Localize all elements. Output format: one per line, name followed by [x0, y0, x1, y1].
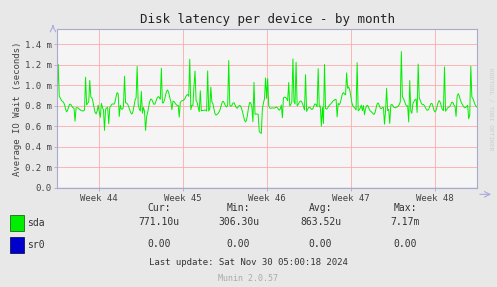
sda [474, 105, 480, 109]
Text: 771.10u: 771.10u [139, 217, 179, 227]
sda [258, 132, 264, 135]
sda [399, 50, 405, 53]
sr0 [191, 186, 197, 190]
sr0 [221, 186, 227, 190]
Text: Max:: Max: [393, 203, 417, 213]
Text: Munin 2.0.57: Munin 2.0.57 [219, 274, 278, 283]
Text: 0.00: 0.00 [227, 239, 250, 249]
Text: Cur:: Cur: [147, 203, 171, 213]
Text: 0.00: 0.00 [147, 239, 171, 249]
sda [320, 105, 326, 109]
Text: Last update: Sat Nov 30 05:00:18 2024: Last update: Sat Nov 30 05:00:18 2024 [149, 259, 348, 267]
sr0 [319, 186, 325, 190]
Text: 7.17m: 7.17m [390, 217, 420, 227]
sr0 [357, 186, 363, 190]
sr0 [359, 186, 365, 190]
Y-axis label: Average IO Wait (seconds): Average IO Wait (seconds) [13, 41, 22, 176]
sda [105, 106, 111, 109]
Text: Avg:: Avg: [309, 203, 332, 213]
Title: Disk latency per device - by month: Disk latency per device - by month [140, 13, 395, 26]
Text: Min:: Min: [227, 203, 250, 213]
sda [358, 103, 364, 107]
sr0 [105, 186, 111, 190]
Text: sda: sda [27, 218, 45, 228]
Text: 306.30u: 306.30u [218, 217, 259, 227]
sr0 [54, 186, 60, 190]
sr0 [474, 186, 480, 190]
sda [360, 104, 366, 107]
sda [221, 100, 227, 103]
Text: RRDTOOL / TOBI OETIKER: RRDTOOL / TOBI OETIKER [489, 68, 494, 150]
Text: sr0: sr0 [27, 241, 45, 250]
Text: 863.52u: 863.52u [300, 217, 341, 227]
sda [54, 96, 60, 99]
Text: 0.00: 0.00 [309, 239, 332, 249]
sda [191, 84, 197, 88]
Line: sda: sda [57, 51, 477, 133]
Text: 0.00: 0.00 [393, 239, 417, 249]
